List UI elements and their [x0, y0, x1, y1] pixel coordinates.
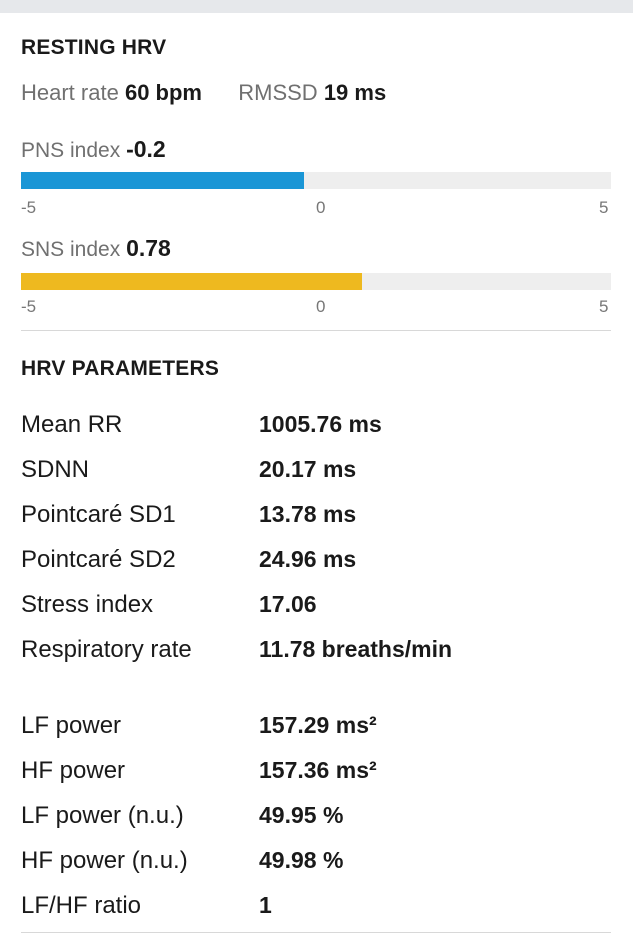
- rmssd-value: 19 ms: [323, 80, 387, 105]
- sns-tick-min: -5: [21, 297, 37, 316]
- heart-rate-value: 60 bpm: [124, 80, 202, 105]
- param-value: 17.06: [259, 591, 317, 617]
- hrv-parameters-title: HRV PARAMETERS: [21, 357, 220, 380]
- param-name: HF power: [21, 757, 126, 784]
- pns-bar-track: [21, 172, 611, 189]
- pns-index: PNS index -0.2: [21, 136, 166, 163]
- param-name: HF power (n.u.): [21, 847, 188, 874]
- section-divider: [21, 330, 611, 331]
- param-name: Respiratory rate: [21, 636, 192, 663]
- param-value: 49.98 %: [259, 847, 344, 873]
- resting-hrv-title: RESTING HRV: [21, 36, 167, 59]
- bottom-divider: [21, 932, 611, 933]
- param-value: 20.17 ms: [259, 456, 357, 482]
- param-value: 24.96 ms: [259, 546, 357, 572]
- param-value: 11.78 breaths/min: [259, 636, 453, 662]
- param-name: Pointcaré SD1: [21, 501, 176, 528]
- sns-bar-track: [21, 273, 611, 290]
- pns-tick-min: -5: [21, 198, 37, 217]
- sns-index-value: 0.78: [126, 235, 171, 261]
- param-name: LF power (n.u.): [21, 802, 184, 829]
- param-value: 49.95 %: [259, 802, 344, 828]
- sns-tick-mid: 0: [316, 297, 326, 316]
- sns-index-label: SNS index: [21, 238, 121, 261]
- param-name: LF/HF ratio: [21, 892, 142, 919]
- param-value: 157.36 ms²: [259, 757, 377, 783]
- param-value: 13.78 ms: [259, 501, 357, 527]
- heart-rate-label: Heart rate: [21, 80, 119, 105]
- top-strip: [0, 0, 633, 13]
- summary-row: Heart rate 60 bpm RMSSD 19 ms: [21, 80, 386, 106]
- param-value: 157.29 ms²: [259, 712, 377, 738]
- sns-index: SNS index 0.78: [21, 235, 171, 262]
- param-value: 1: [259, 892, 272, 918]
- pns-bar-fill: [21, 172, 305, 189]
- rmssd-label: RMSSD: [238, 80, 318, 105]
- sns-bar-fill: [21, 273, 363, 290]
- param-name: SDNN: [21, 456, 90, 483]
- sns-tick-max: 5: [599, 297, 609, 316]
- param-name: Pointcaré SD2: [21, 546, 176, 573]
- pns-index-label: PNS index: [21, 139, 121, 162]
- param-name: LF power: [21, 712, 122, 739]
- pns-index-value: -0.2: [126, 136, 166, 162]
- param-name: Mean RR: [21, 411, 123, 438]
- param-name: Stress index: [21, 591, 154, 618]
- pns-tick-mid: 0: [316, 198, 326, 217]
- param-value: 1005.76 ms: [259, 411, 382, 437]
- pns-tick-max: 5: [599, 198, 609, 217]
